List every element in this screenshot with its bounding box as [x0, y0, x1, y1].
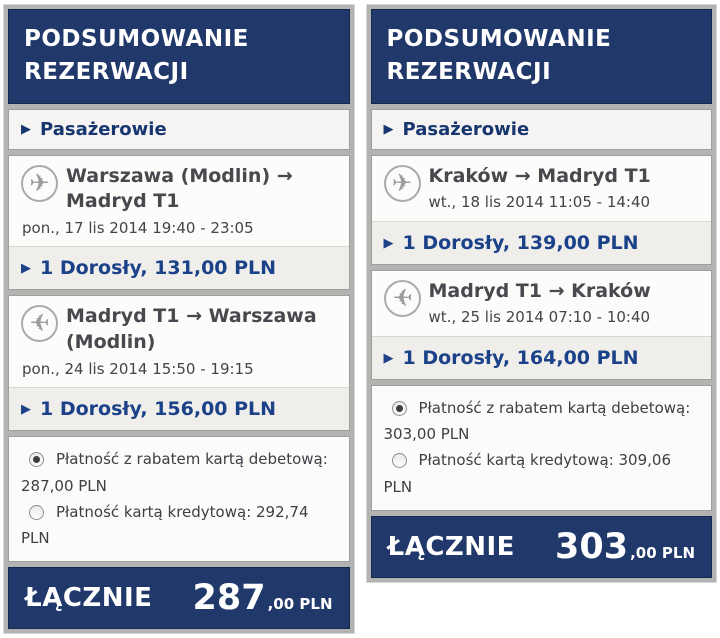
payment-option-credit: Płatność kartą kredytową: 292,74 PLN	[21, 499, 337, 552]
total-value: 287 ,00 PLN	[193, 578, 333, 618]
radio-credit[interactable]	[391, 453, 407, 469]
triangle-right-icon: ▶	[383, 350, 394, 366]
flight-datetime: pon., 17 lis 2014 19:40 - 23:05	[22, 218, 254, 237]
flight-price: 1 Dorosły, 139,00 PLN	[402, 231, 639, 254]
flight-route: Kraków → Madryd T1	[428, 164, 651, 187]
payment-option-debit: Płatność z rabatem kartą debetową: 303,0…	[384, 395, 700, 448]
flight-info: ✈ Madryd T1 → Kraków wt., 25 lis 2014 07…	[372, 271, 712, 336]
payment-option-credit: Płatność kartą kredytową: 309,06 PLN	[384, 447, 700, 500]
flight-price-toggle[interactable]: ▶ 1 Dorosły, 131,00 PLN	[9, 246, 349, 290]
flight-price: 1 Dorosły, 164,00 PLN	[402, 346, 639, 369]
booking-summary-panel-warsaw: PODSUMOWANIE REZERWACJI ▶ Pasażerowie ✈ W…	[4, 5, 354, 634]
panel-title: PODSUMOWANIE REZERWACJI	[370, 9, 712, 104]
passengers-section-toggle[interactable]: ▶ Pasażerowie	[370, 108, 712, 150]
payment-option-debit: Płatność z rabatem kartą debetową: 287,0…	[21, 446, 337, 499]
flight-info: ✈ Kraków → Madryd T1 wt., 18 lis 2014 11…	[372, 156, 712, 221]
triangle-right-icon: ▶	[383, 121, 394, 137]
flight-price: 1 Dorosły, 156,00 PLN	[40, 398, 277, 421]
triangle-right-icon: ▶	[383, 235, 394, 251]
flight-price-toggle[interactable]: ▶ 1 Dorosły, 139,00 PLN	[371, 220, 711, 264]
booking-summary-panel-krakow: PODSUMOWANIE REZERWACJI ▶ Pasażerowie ✈ K…	[366, 5, 716, 582]
total-value: 303 ,00 PLN	[555, 527, 695, 567]
passengers-label: Pasażerowie	[40, 118, 167, 140]
flight-datetime: wt., 25 lis 2014 07:10 - 10:40	[428, 308, 651, 327]
radio-credit[interactable]	[29, 504, 44, 520]
outbound-flight-card: ✈ Kraków → Madryd T1 wt., 18 lis 2014 11…	[370, 154, 712, 265]
payment-options: Płatność z rabatem kartą debetową: 303,0…	[370, 384, 712, 511]
flight-datetime: pon., 24 lis 2014 15:50 - 19:15	[22, 359, 254, 378]
flight-route: Warszawa (Modlin) → Madryd T1	[66, 164, 293, 213]
total-label: ŁĄCZNIE	[387, 531, 515, 562]
triangle-right-icon: ▶	[21, 121, 31, 137]
plane-outbound-icon: ✈	[21, 164, 58, 202]
payment-option-label: Płatność kartą kredytową: 292,74 PLN	[21, 502, 309, 547]
flight-price-toggle[interactable]: ▶ 1 Dorosły, 164,00 PLN	[371, 335, 711, 379]
passengers-section-toggle[interactable]: ▶ Pasażerowie	[8, 108, 350, 150]
flight-datetime: wt., 18 lis 2014 11:05 - 14:40	[428, 193, 651, 212]
total-amount: 287	[192, 578, 266, 619]
plane-return-icon: ✈	[383, 279, 421, 317]
payment-option-label: Płatność kartą kredytową: 309,06 PLN	[383, 451, 672, 496]
total-bar: ŁĄCZNIE 303 ,00 PLN	[370, 515, 712, 578]
payment-option-label: Płatność z rabatem kartą debetową: 303,0…	[383, 398, 691, 444]
radio-debit-selected[interactable]	[391, 400, 407, 416]
total-label: ŁĄCZNIE	[25, 583, 153, 614]
flight-route: Madryd T1 → Warszawa (Modlin)	[66, 305, 317, 354]
total-amount: 303	[555, 526, 629, 567]
return-flight-card: ✈ Madryd T1 → Kraków wt., 25 lis 2014 07…	[370, 269, 712, 380]
flight-info: ✈ Warszawa (Modlin) → Madryd T1 pon., 17…	[9, 156, 349, 247]
total-bar: ŁĄCZNIE 287 ,00 PLN	[8, 567, 350, 630]
payment-options: Płatność z rabatem kartą debetową: 287,0…	[8, 436, 350, 563]
flight-info: ✈ Madryd T1 → Warszawa (Modlin) pon., 24…	[9, 296, 349, 387]
panel-title: PODSUMOWANIE REZERWACJI	[8, 9, 350, 104]
triangle-right-icon: ▶	[21, 402, 31, 418]
triangle-right-icon: ▶	[21, 261, 31, 277]
flight-price: 1 Dorosły, 131,00 PLN	[40, 257, 277, 280]
payment-option-label: Płatność z rabatem kartą debetową: 287,0…	[21, 450, 328, 495]
radio-debit-selected[interactable]	[29, 452, 44, 468]
total-currency: ,00 PLN	[267, 595, 333, 614]
outbound-flight-card: ✈ Warszawa (Modlin) → Madryd T1 pon., 17…	[8, 154, 350, 291]
flight-price-toggle[interactable]: ▶ 1 Dorosły, 156,00 PLN	[9, 387, 349, 431]
total-currency: ,00 PLN	[630, 543, 695, 562]
passengers-label: Pasażerowie	[402, 118, 530, 140]
flight-route: Madryd T1 → Kraków	[428, 279, 651, 302]
plane-return-icon: ✈	[21, 305, 58, 343]
plane-outbound-icon: ✈	[383, 164, 421, 202]
return-flight-card: ✈ Madryd T1 → Warszawa (Modlin) pon., 24…	[8, 295, 350, 432]
